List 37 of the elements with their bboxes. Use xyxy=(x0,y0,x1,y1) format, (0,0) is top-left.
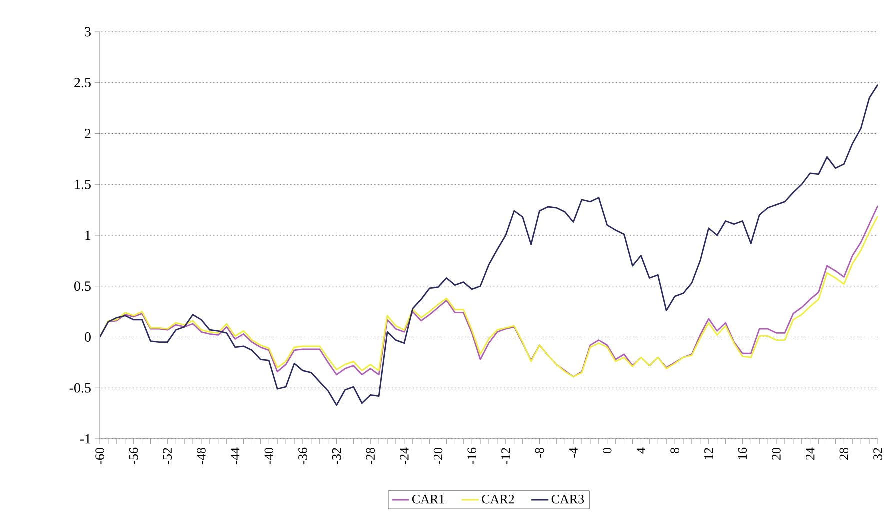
x-tick-label: -4 xyxy=(569,448,578,458)
y-tick-label: -0.5 xyxy=(70,383,91,393)
legend-label: CAR1 xyxy=(412,494,444,504)
x-tick-label: -40 xyxy=(264,448,274,464)
x-tick-label: -24 xyxy=(400,448,409,464)
y-tick-label: 3 xyxy=(85,27,91,37)
x-tick-label: -8 xyxy=(535,448,544,458)
x-tick-label: -36 xyxy=(298,448,308,464)
line-series xyxy=(100,84,878,406)
x-tick-label: 0 xyxy=(603,448,612,454)
x-tick-label: -60 xyxy=(96,448,104,464)
y-tick-label: 0.5 xyxy=(74,282,91,292)
x-tick-label: 32 xyxy=(874,448,882,460)
y-tick-label: 2.5 xyxy=(74,78,91,88)
y-tick-label: 1 xyxy=(86,230,91,240)
x-tick-label: -12 xyxy=(502,448,510,464)
x-tick-label: -16 xyxy=(468,448,476,464)
x-tick-label: -52 xyxy=(163,448,172,464)
y-tick-label: -1 xyxy=(80,434,91,444)
x-tick-label: 4 xyxy=(636,448,646,454)
x-tick-label: 20 xyxy=(772,448,781,460)
x-tick-label: 24 xyxy=(806,448,815,460)
x-tick-label: -56 xyxy=(129,448,138,464)
x-tick-label: -32 xyxy=(332,448,342,464)
legend-label: CAR3 xyxy=(552,494,584,504)
x-tick-label: -48 xyxy=(197,448,206,464)
y-tick-label: 2 xyxy=(85,129,91,138)
x-tick-label: 8 xyxy=(670,448,680,454)
y-tick-label: 1.5 xyxy=(75,180,91,190)
x-tick-label: 28 xyxy=(840,448,849,460)
y-tick-label: 0 xyxy=(85,332,91,342)
x-tick-label: -20 xyxy=(434,448,443,464)
x-tick-label: 16 xyxy=(738,448,748,460)
x-tick-label: -28 xyxy=(366,448,375,464)
x-tick-label: 12 xyxy=(704,448,714,460)
x-tick-label: -44 xyxy=(231,448,240,464)
legend-label: CAR2 xyxy=(482,494,514,504)
